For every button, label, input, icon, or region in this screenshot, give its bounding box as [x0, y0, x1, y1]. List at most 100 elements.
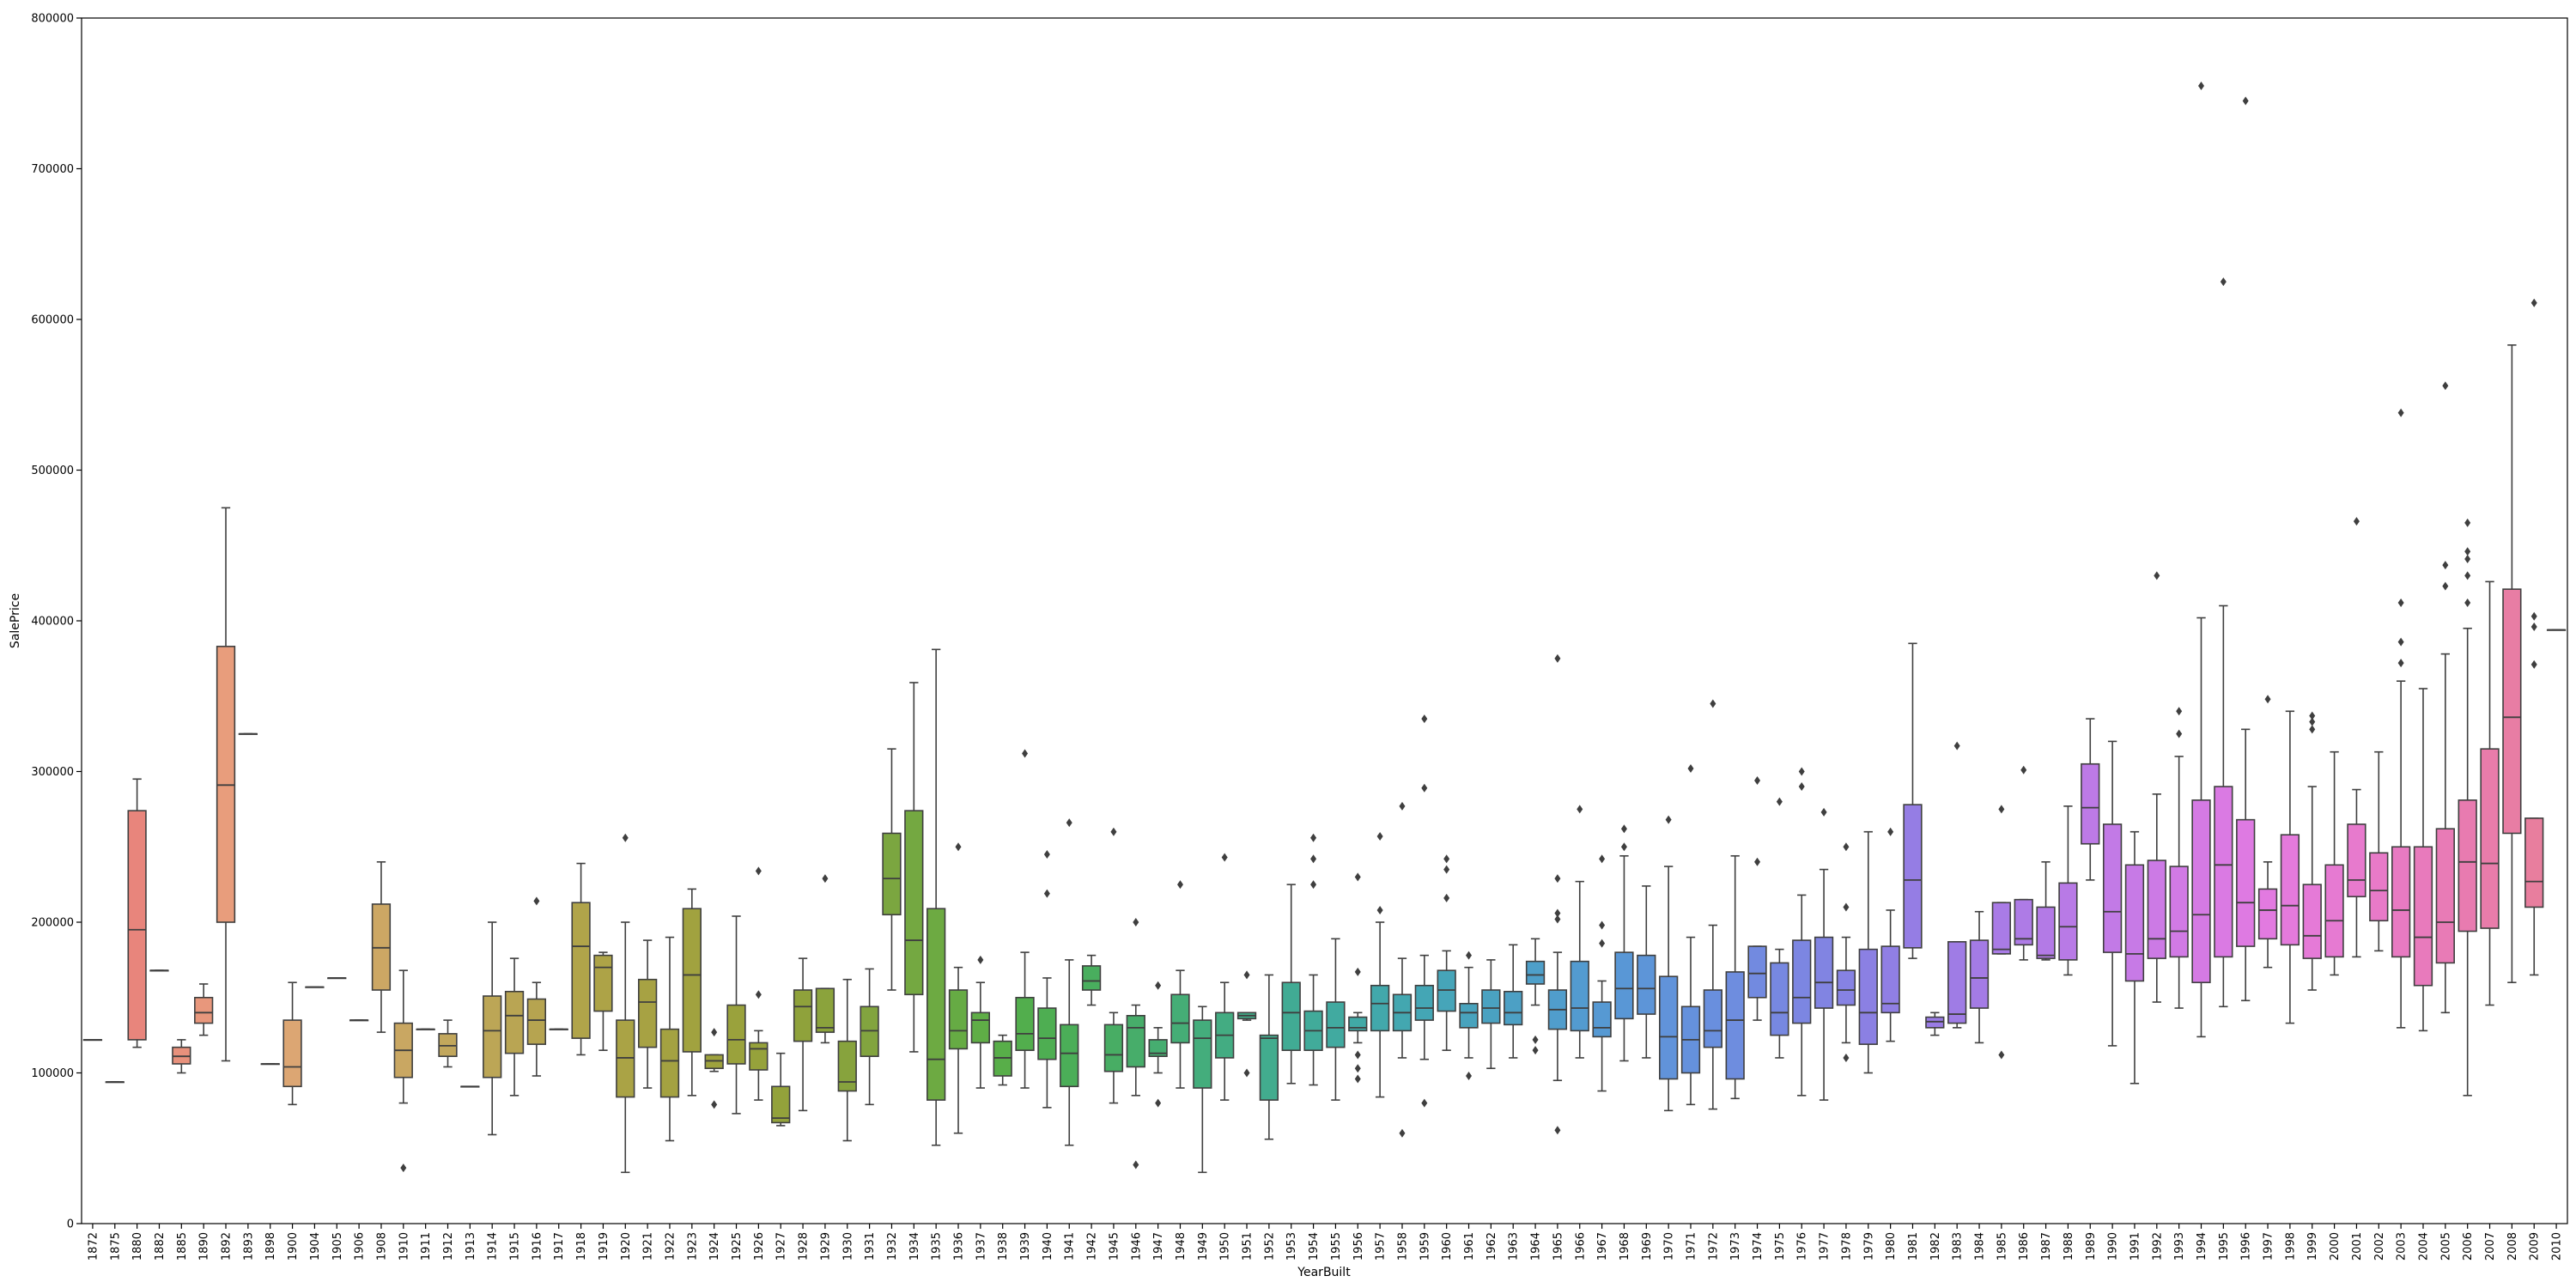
- box-1948: [1170, 880, 1190, 1089]
- box-body: [2302, 884, 2322, 959]
- box-2001: [2347, 517, 2366, 958]
- box-body: [2257, 888, 2278, 940]
- outlier-point: [1887, 827, 1894, 836]
- box-body: [793, 989, 813, 1042]
- outlier-point: [2020, 765, 2027, 775]
- box-1978: [1836, 842, 1856, 1062]
- outlier-point: [2176, 729, 2183, 738]
- x-tick-label: 1950: [1219, 1232, 1232, 1261]
- x-tick-label: 1974: [1752, 1232, 1765, 1261]
- x-tick-label: 1936: [953, 1232, 966, 1261]
- x-tick-label: 1927: [775, 1232, 788, 1261]
- box-body: [1725, 971, 1745, 1080]
- outlier-point: [2464, 518, 2471, 527]
- x-tick-label: 1941: [1064, 1232, 1077, 1261]
- outlier-point: [2397, 659, 2404, 668]
- box-body: [1281, 981, 1301, 1051]
- box-1966: [1570, 805, 1589, 1059]
- box-1986: [2014, 765, 2033, 961]
- box-1967: [1592, 854, 1612, 1092]
- box-1875: [105, 1081, 125, 1084]
- outlier-point: [1243, 1068, 1250, 1078]
- x-tick-label: 1893: [242, 1232, 255, 1261]
- box-body: [1770, 962, 1789, 1036]
- outlier-point: [2442, 381, 2449, 391]
- x-tick-label: 1904: [309, 1232, 322, 1261]
- outlier-point: [1110, 827, 1117, 836]
- outlier-point: [2198, 81, 2205, 90]
- box-body: [1259, 1034, 1279, 1101]
- box-2010: [2546, 629, 2567, 631]
- box-body: [1103, 1024, 1124, 1072]
- x-tick-label: 1910: [398, 1232, 410, 1261]
- outlier-point: [1798, 782, 1805, 792]
- outlier-point: [1354, 1074, 1361, 1084]
- outlier-point: [1798, 767, 1805, 776]
- box-1964: [1525, 938, 1546, 1055]
- box-body: [1969, 939, 1990, 1009]
- x-tick-label: 2010: [2551, 1232, 2564, 1261]
- outlier-point: [1421, 714, 1428, 724]
- x-tick-label: 2000: [2329, 1232, 2342, 1261]
- box-body: [1792, 939, 1812, 1024]
- x-tick-label: 1934: [908, 1232, 921, 1261]
- x-tick-label: 2001: [2351, 1232, 2364, 1261]
- x-tick-label: 1900: [287, 1232, 300, 1261]
- x-tick-label: 1948: [1175, 1232, 1188, 1261]
- outlier-point: [1310, 880, 1317, 890]
- box-1923: [682, 888, 702, 1097]
- x-tick-label: 1911: [420, 1232, 433, 1261]
- x-tick-label: 1970: [1663, 1232, 1676, 1261]
- x-tick-label: 1898: [264, 1232, 277, 1261]
- outlier-point: [1443, 865, 1450, 874]
- box-1999: [2302, 711, 2322, 991]
- box-body: [2058, 882, 2078, 961]
- x-tick-label: 1928: [798, 1232, 811, 1261]
- x-tick-label: 1935: [931, 1232, 944, 1261]
- box-1920: [616, 833, 635, 1174]
- x-tick-label: 1946: [1130, 1232, 1143, 1261]
- box-body: [1060, 1024, 1079, 1088]
- box-body: [2280, 834, 2300, 946]
- box-body: [1348, 1016, 1368, 1032]
- outlier-point: [1421, 783, 1428, 793]
- box-body: [2124, 864, 2145, 982]
- x-tick-label: 1931: [864, 1232, 877, 1261]
- x-tick-label: 1987: [2040, 1232, 2053, 1261]
- box-1995: [2214, 277, 2233, 1008]
- box-1977: [1814, 807, 1834, 1101]
- box-body: [2413, 846, 2433, 987]
- box-body: [682, 908, 702, 1053]
- x-tick-label: 1875: [109, 1232, 122, 1261]
- box-body: [1947, 941, 1967, 1024]
- outlier-point: [1466, 951, 1473, 960]
- y-tick-label: 100000: [31, 1067, 74, 1080]
- box-1872: [82, 1038, 103, 1042]
- x-tick-label: 1920: [620, 1232, 633, 1261]
- outlier-point: [1155, 981, 1162, 990]
- x-tick-label: 1996: [2240, 1232, 2253, 1261]
- box-1892: [216, 507, 236, 1062]
- outlier-point: [1221, 853, 1228, 862]
- outlier-point: [1820, 807, 1827, 817]
- x-tick-label: 1985: [1996, 1232, 2008, 1261]
- box-1961: [1459, 951, 1479, 1081]
- box-body: [1481, 989, 1501, 1024]
- box-1925: [726, 915, 746, 1115]
- box-body: [659, 1028, 680, 1098]
- x-tick-label: 1995: [2218, 1232, 2231, 1261]
- box-2007: [2480, 580, 2500, 1006]
- x-tick-label: 1992: [2151, 1232, 2164, 1261]
- x-tick-label: 1957: [1375, 1232, 1388, 1261]
- box-body: [970, 1012, 990, 1044]
- outlier-point: [2220, 277, 2227, 287]
- box-body: [1858, 948, 1878, 1045]
- outlier-point: [1620, 824, 1627, 834]
- box-2005: [2435, 381, 2455, 1014]
- box-body: [1747, 945, 1767, 999]
- x-tick-label: 1980: [1885, 1232, 1898, 1261]
- box-2002: [2369, 750, 2389, 952]
- box-1919: [593, 951, 613, 1051]
- box-1916: [526, 896, 547, 1077]
- box-body: [127, 810, 147, 1041]
